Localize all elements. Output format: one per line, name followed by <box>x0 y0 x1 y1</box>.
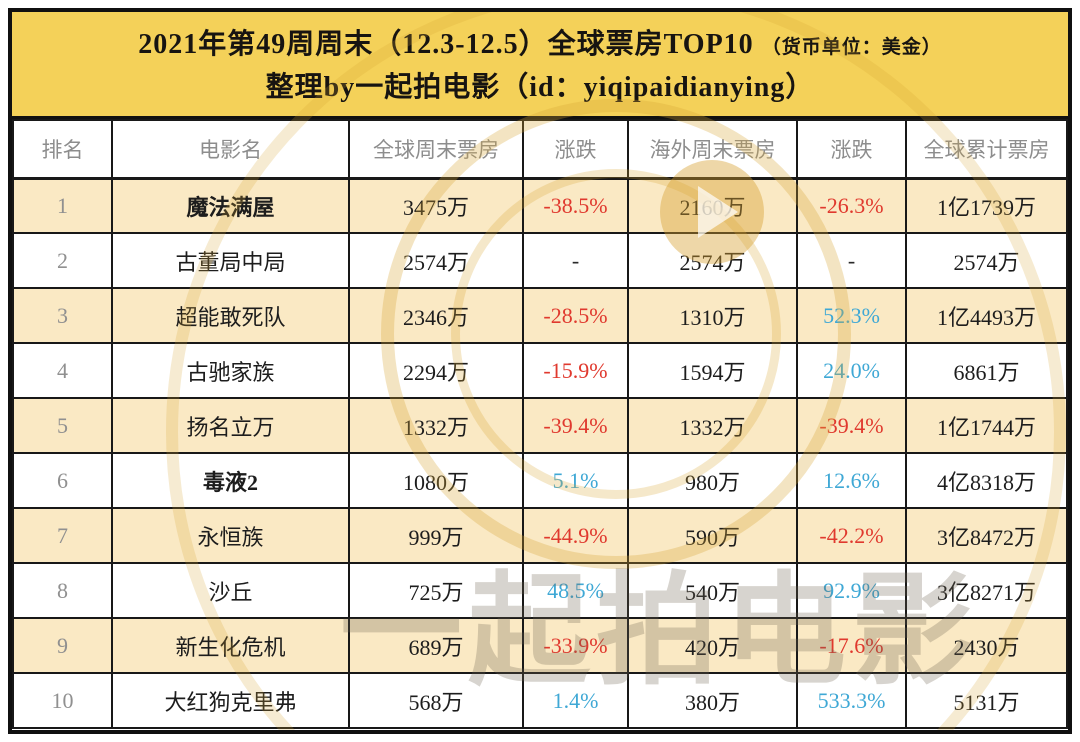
column-header: 电影名 <box>111 119 350 180</box>
cell-rank: 5 <box>12 397 113 454</box>
cell-rank: 1 <box>12 177 113 234</box>
cell-rank: 3 <box>12 287 113 344</box>
cell-overseas_weekend: 380万 <box>627 672 798 729</box>
cell-global_weekend: 2294万 <box>348 342 524 399</box>
column-header: 涨跌 <box>522 119 629 180</box>
cell-change1: -39.4% <box>522 397 629 454</box>
cell-global_weekend: 999万 <box>348 507 524 564</box>
cell-overseas_weekend: 1332万 <box>627 397 798 454</box>
currency-note: （货币单位：美金） <box>761 37 942 58</box>
table-body: 1 魔法满屋 3475万 -38.5% 2160万 -26.3% 1亿1739万 2 古董局中局… <box>12 177 1068 729</box>
cell-change2: -26.3% <box>796 177 907 234</box>
cell-global_weekend: 568万 <box>348 672 524 729</box>
cell-global_weekend: 3475万 <box>348 177 524 234</box>
subtitle: 整理by一起拍电影（id：yiqipaidianying） <box>265 72 815 103</box>
cell-movie: 扬名立万 <box>111 397 350 454</box>
cell-overseas_weekend: 540万 <box>627 562 798 619</box>
cell-global_weekend: 689万 <box>348 617 524 674</box>
cell-movie: 超能敢死队 <box>111 287 350 344</box>
cell-global_weekend: 1080万 <box>348 452 524 509</box>
cell-global_total: 2430万 <box>905 617 1068 674</box>
cell-rank: 7 <box>12 507 113 564</box>
cell-global_weekend: 1332万 <box>348 397 524 454</box>
table-row: 7 永恒族 999万 -44.9% 590万 -42.2% 3亿8472万 <box>12 507 1068 564</box>
cell-global_total: 1亿1744万 <box>905 397 1068 454</box>
cell-change1: 5.1% <box>522 452 629 509</box>
cell-change2: 52.3% <box>796 287 907 344</box>
table-row: 2 古董局中局 2574万 -2574万 -2574万 <box>12 232 1068 289</box>
title-block: 2021年第49周周末（12.3-12.5）全球票房TOP10 （货币单位：美金… <box>12 12 1068 119</box>
boxoffice-sheet: 2021年第49周周末（12.3-12.5）全球票房TOP10 （货币单位：美金… <box>8 8 1072 734</box>
cell-rank: 4 <box>12 342 113 399</box>
cell-global_total: 5131万 <box>905 672 1068 729</box>
cell-overseas_weekend: 1310万 <box>627 287 798 344</box>
cell-rank: 10 <box>12 672 113 729</box>
cell-overseas_weekend: 2574万 <box>627 232 798 289</box>
table-row: 9 新生化危机 689万 -33.9% 420万 -17.6% 2430万 <box>12 617 1068 674</box>
column-header: 涨跌 <box>796 119 907 180</box>
cell-change1: -38.5% <box>522 177 629 234</box>
cell-global_total: 2574万 <box>905 232 1068 289</box>
cell-change2: 12.6% <box>796 452 907 509</box>
header-row: 排名 电影名 全球周末票房 涨跌 海外周末票房 涨跌 全球累计票房 <box>12 119 1068 180</box>
cell-change2: -42.2% <box>796 507 907 564</box>
cell-movie: 沙丘 <box>111 562 350 619</box>
cell-movie: 永恒族 <box>111 507 350 564</box>
cell-global_weekend: 2574万 <box>348 232 524 289</box>
cell-overseas_weekend: 590万 <box>627 507 798 564</box>
table-row: 10 大红狗克里弗 568万 1.4% 380万 533.3% 5131万 <box>12 672 1068 729</box>
cell-change1: -44.9% <box>522 507 629 564</box>
cell-change2: -39.4% <box>796 397 907 454</box>
cell-change2: 533.3% <box>796 672 907 729</box>
cell-global_weekend: 2346万 <box>348 287 524 344</box>
cell-movie: 古董局中局 <box>111 232 350 289</box>
cell-global_total: 1亿4493万 <box>905 287 1068 344</box>
cell-rank: 6 <box>12 452 113 509</box>
table-row: 6 毒液2 1080万 5.1% 980万 12.6% 4亿8318万 <box>12 452 1068 509</box>
column-header: 全球累计票房 <box>905 119 1068 180</box>
cell-movie: 大红狗克里弗 <box>111 672 350 729</box>
cell-global_total: 1亿1739万 <box>905 177 1068 234</box>
cell-change1: -28.5% <box>522 287 629 344</box>
page-title: 2021年第49周周末（12.3-12.5）全球票房TOP10 <box>138 29 754 60</box>
cell-global_total: 4亿8318万 <box>905 452 1068 509</box>
table-row: 5 扬名立万 1332万 -39.4% 1332万 -39.4% 1亿1744万 <box>12 397 1068 454</box>
cell-change1: -33.9% <box>522 617 629 674</box>
cell-movie: 新生化危机 <box>111 617 350 674</box>
cell-movie: 古驰家族 <box>111 342 350 399</box>
cell-movie: 毒液2 <box>111 452 350 509</box>
column-header: 排名 <box>12 119 113 180</box>
cell-movie: 魔法满屋 <box>111 177 350 234</box>
table-row: 1 魔法满屋 3475万 -38.5% 2160万 -26.3% 1亿1739万 <box>12 177 1068 234</box>
cell-change2: - <box>796 232 907 289</box>
cell-rank: 9 <box>12 617 113 674</box>
cell-change1: 48.5% <box>522 562 629 619</box>
cell-global_total: 6861万 <box>905 342 1068 399</box>
cell-rank: 2 <box>12 232 113 289</box>
table-row: 4 古驰家族 2294万 -15.9% 1594万 24.0% 6861万 <box>12 342 1068 399</box>
table-row: 8 沙丘 725万 48.5% 540万 92.9% 3亿8271万 <box>12 562 1068 619</box>
cell-global_total: 3亿8472万 <box>905 507 1068 564</box>
cell-change2: -17.6% <box>796 617 907 674</box>
cell-change1: - <box>522 232 629 289</box>
column-header: 全球周末票房 <box>348 119 524 180</box>
column-header: 海外周末票房 <box>627 119 798 180</box>
cell-change2: 92.9% <box>796 562 907 619</box>
table-row: 3 超能敢死队 2346万 -28.5% 1310万 52.3% 1亿4493万 <box>12 287 1068 344</box>
title-line-1: 2021年第49周周末（12.3-12.5）全球票房TOP10 （货币单位：美金… <box>12 25 1068 68</box>
cell-overseas_weekend: 2160万 <box>627 177 798 234</box>
boxoffice-table: 排名 电影名 全球周末票房 涨跌 海外周末票房 涨跌 全球累计票房 1 魔法满屋 3475万 -3… <box>12 119 1068 729</box>
cell-change2: 24.0% <box>796 342 907 399</box>
cell-overseas_weekend: 1594万 <box>627 342 798 399</box>
cell-global_weekend: 725万 <box>348 562 524 619</box>
cell-overseas_weekend: 980万 <box>627 452 798 509</box>
cell-rank: 8 <box>12 562 113 619</box>
cell-overseas_weekend: 420万 <box>627 617 798 674</box>
cell-change1: 1.4% <box>522 672 629 729</box>
cell-change1: -15.9% <box>522 342 629 399</box>
cell-global_total: 3亿8271万 <box>905 562 1068 619</box>
